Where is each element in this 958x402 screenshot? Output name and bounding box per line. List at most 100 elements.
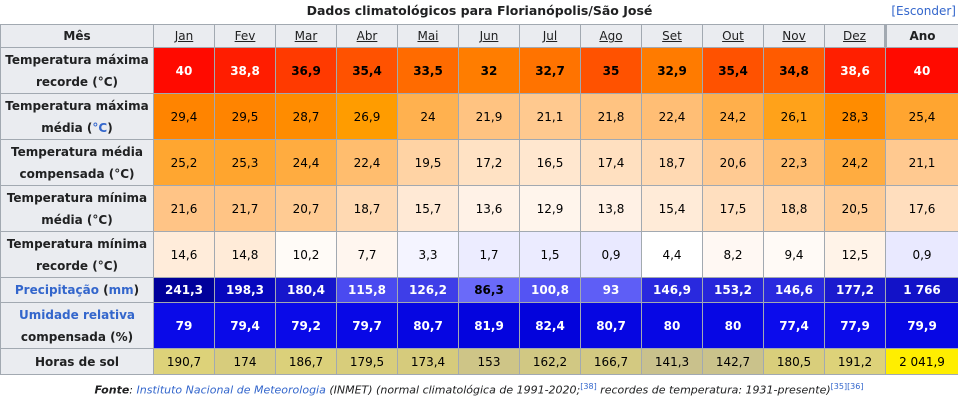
value-cell: 21,8 [580,93,642,140]
value-cell: 21,9 [458,93,520,140]
value-cell: 186,7 [275,348,337,375]
value-cell: 166,7 [580,348,642,375]
value-cell: 81,9 [458,302,520,349]
row-label-text: ( [98,283,109,297]
value-cell: 22,4 [641,93,703,140]
month-header: Ago [580,24,642,48]
row-label-link[interactable]: mm [108,283,134,297]
value-cell: 25,3 [214,139,276,186]
value-cell: 80,7 [580,302,642,349]
value-cell: 173,4 [397,348,459,375]
value-cell: 7,7 [336,231,398,278]
footer-text-2: recordes de temperatura: 1931-presente) [596,383,831,397]
value-cell: 18,7 [336,185,398,232]
value-cell: 153,2 [702,277,764,303]
value-cell: 21,7 [214,185,276,232]
value-cell: 126,2 [397,277,459,303]
value-cell: 4,4 [641,231,703,278]
value-cell: 115,8 [336,277,398,303]
value-cell: 141,3 [641,348,703,375]
month-header: Jun [458,24,520,48]
row-label-text: Temperatura máxima recorde (°C) [5,52,149,89]
value-cell: 38,8 [214,47,276,94]
month-header: Jan [153,24,215,48]
row-label-text: Horas de sol [34,354,120,369]
row-label-text: Temperatura mínima recorde (°C) [6,236,148,273]
row-label-link[interactable]: Precipitação [14,283,99,297]
value-cell: 19,5 [397,139,459,186]
value-cell: 26,1 [763,93,825,140]
value-cell: 191,2 [824,348,886,375]
month-header: Set [641,24,703,48]
value-cell: 0,9 [580,231,642,278]
value-cell: 26,9 [336,93,398,140]
value-cell: 32,7 [519,47,581,94]
value-cell: 80 [702,302,764,349]
value-cell: 32,9 [641,47,703,94]
row-label-text: Temperatura média compensada (°C) [11,144,143,181]
footer-prefix: Fonte [94,383,130,397]
climate-row: Temperatura média compensada (°C) 25,2 25,… [0,139,958,186]
value-cell: 12,5 [824,231,886,278]
month-header: Jul [519,24,581,48]
value-cell: 18,8 [763,185,825,232]
ref-38-link[interactable]: [38] [580,382,597,391]
month-column-header: Mês [0,24,154,48]
year-value-cell: 21,1 [885,139,958,186]
climate-row: Precipitação (mm) 241,3 198,3 180,4 115,8 126… [0,277,958,303]
value-cell: 77,9 [824,302,886,349]
row-label: Temperatura mínima recorde (°C) [0,231,154,278]
row-label-text: ) [107,120,113,135]
value-cell: 24,2 [702,93,764,140]
value-cell: 146,9 [641,277,703,303]
year-header: Ano [884,24,958,48]
value-cell: 79,7 [336,302,398,349]
value-cell: 80 [641,302,703,349]
value-cell: 79,4 [214,302,276,349]
value-cell: 15,7 [397,185,459,232]
inmet-link[interactable]: Instituto Nacional de Meteorologia [136,383,326,397]
row-label: Horas de sol [0,348,154,375]
value-cell: 20,7 [275,185,337,232]
value-cell: 179,5 [336,348,398,375]
year-value-cell: 2 041,9 [885,348,958,375]
row-label: Temperatura mínima média (°C) [0,185,154,232]
table-caption: Dados climatológicos para Florianópolis/… [0,0,958,24]
value-cell: 28,7 [275,93,337,140]
month-header: Dez [824,24,886,48]
row-label-link[interactable]: °C [92,120,108,135]
year-value-cell: 79,9 [885,302,958,349]
month-header: Out [702,24,764,48]
year-value-cell: 25,4 [885,93,958,140]
value-cell: 16,5 [519,139,581,186]
climate-row: Horas de sol 190,7 174 186,7 179,5 173,4 153 16… [0,348,958,375]
value-cell: 241,3 [153,277,215,303]
value-cell: 13,8 [580,185,642,232]
value-cell: 18,7 [641,139,703,186]
row-label: Temperatura média compensada (°C) [0,139,154,186]
climate-row: Umidade relativa compensada (%) 79 79,4 79,… [0,302,958,349]
ref-36-link[interactable]: [36] [847,382,864,391]
value-cell: 29,4 [153,93,215,140]
month-header: Mar [275,24,337,48]
value-cell: 35,4 [336,47,398,94]
value-cell: 22,4 [336,139,398,186]
ref-35-link[interactable]: [35] [830,382,848,391]
value-cell: 180,5 [763,348,825,375]
hide-toggle-link[interactable]: [Esconder] [891,4,956,18]
year-value-cell: 17,6 [885,185,958,232]
climate-table: Dados climatológicos para Florianópolis/… [0,0,958,375]
value-cell: 35,4 [702,47,764,94]
value-cell: 1,5 [519,231,581,278]
value-cell: 1,7 [458,231,520,278]
value-cell: 34,8 [763,47,825,94]
value-cell: 25,2 [153,139,215,186]
header-row: Mês Jan Fev Mar Abr Mai Jun Jul Ago Set Out Nov Dez… [0,24,958,48]
value-cell: 82,4 [519,302,581,349]
value-cell: 86,3 [458,277,520,303]
row-label-link[interactable]: Umidade relativa [19,307,135,322]
value-cell: 17,4 [580,139,642,186]
year-value-cell: 1 766 [885,277,958,303]
value-cell: 21,1 [519,93,581,140]
value-cell: 29,5 [214,93,276,140]
